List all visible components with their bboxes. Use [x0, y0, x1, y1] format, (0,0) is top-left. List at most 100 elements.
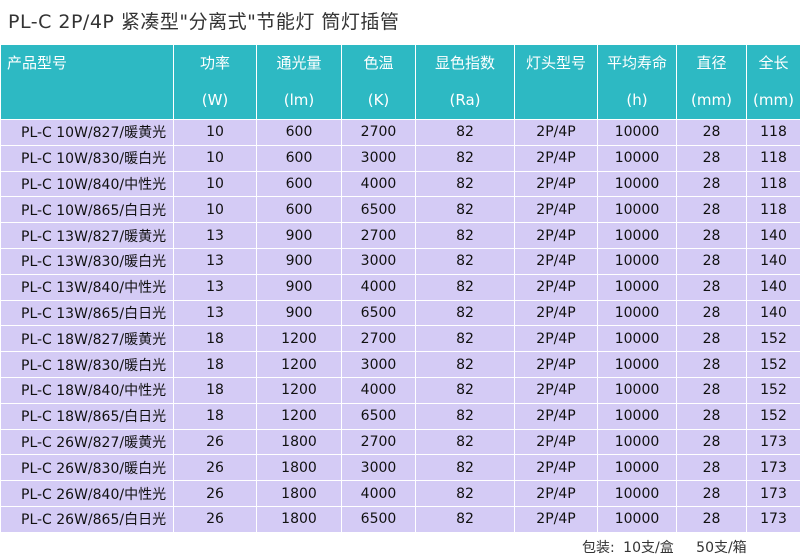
table-cell: PL-C 26W/830/暖白光: [0, 454, 174, 482]
table-cell: 152: [746, 402, 800, 430]
table-cell: 82: [415, 247, 515, 275]
column-header-label: 产品型号: [7, 54, 68, 72]
column-header-unit: (lm): [283, 91, 315, 109]
table-cell: 28: [676, 325, 747, 353]
table-cell: 3000: [341, 351, 416, 378]
table-cell: PL-C 18W/840/中性光: [0, 376, 174, 404]
table-cell: 10000: [597, 299, 677, 327]
table-cell: 82: [415, 196, 515, 224]
column-header-unit: [7, 82, 173, 119]
table-cell: 10: [173, 144, 257, 172]
table-cell: 173: [746, 428, 800, 456]
table-cell: 82: [415, 351, 515, 378]
table-cell: 6500: [341, 196, 416, 224]
table-cell: PL-C 13W/827/暖黄光: [0, 222, 174, 249]
table-cell: 82: [415, 402, 515, 430]
table-cell: 28: [676, 299, 747, 327]
column-header-unit: (mm): [753, 91, 794, 109]
table-cell: 10000: [597, 119, 677, 146]
table-cell: 900: [256, 273, 342, 301]
table-cell: 4000: [341, 273, 416, 301]
table-cell: 82: [415, 325, 515, 353]
table-row: PL-C 13W/830/暖白光 13 900 3000 82 2P/4P 10000 28 1…: [0, 247, 800, 275]
table-cell: 10000: [597, 170, 677, 198]
column-header: 功率 (W): [173, 44, 257, 120]
table-cell: 82: [415, 119, 515, 146]
table-cell: 1200: [256, 351, 342, 378]
table-cell: 6500: [341, 299, 416, 327]
table-cell: PL-C 10W/827/暖黄光: [0, 119, 174, 146]
table-row: PL-C 26W/830/暖白光 26 1800 3000 82 2P/4P 10000 28…: [0, 454, 800, 482]
table-row: PL-C 13W/865/白日光 13 900 6500 82 2P/4P 10000 28 1…: [0, 299, 800, 327]
column-header: 色温 (K): [341, 44, 416, 120]
table-cell: 140: [746, 247, 800, 275]
table-cell: 4000: [341, 376, 416, 404]
table-cell: PL-C 26W/840/中性光: [0, 480, 174, 507]
table-cell: 28: [676, 196, 747, 224]
table-cell: 10000: [597, 144, 677, 172]
table-cell: 2P/4P: [514, 505, 598, 533]
column-header: 显色指数 (Ra): [415, 44, 515, 120]
table-cell: 4000: [341, 480, 416, 507]
table-cell: 173: [746, 480, 800, 507]
table-cell: 82: [415, 428, 515, 456]
table-cell: 82: [415, 376, 515, 404]
table-cell: PL-C 26W/865/白日光: [0, 505, 174, 533]
table-header-row: 产品型号 功率 (W) 通光量 (lm) 色温 (K) 显色指数 (Ra) 灯头型号 平均寿命 (h)…: [0, 44, 800, 120]
table-cell: 118: [746, 144, 800, 172]
table-row: PL-C 18W/865/白日光 18 1200 6500 82 2P/4P 10000 28…: [0, 402, 800, 430]
table-row: PL-C 18W/827/暖黄光 18 1200 2700 82 2P/4P 10000 28…: [0, 325, 800, 353]
column-header: 通光量 (lm): [256, 44, 342, 120]
table-cell: 26: [173, 480, 257, 507]
table-row: PL-C 13W/840/中性光 13 900 4000 82 2P/4P 10000 28 1…: [0, 273, 800, 301]
table-cell: 600: [256, 144, 342, 172]
table-cell: 28: [676, 480, 747, 507]
table-row: PL-C 10W/865/白日光 10 600 6500 82 2P/4P 10000 28 1…: [0, 196, 800, 224]
table-cell: PL-C 26W/827/暖黄光: [0, 428, 174, 456]
column-header-unit: (mm): [691, 91, 732, 109]
table-cell: 2P/4P: [514, 299, 598, 327]
table-cell: 18: [173, 351, 257, 378]
table-cell: 118: [746, 170, 800, 198]
table-cell: 10: [173, 196, 257, 224]
table-cell: 600: [256, 170, 342, 198]
table-cell: 600: [256, 119, 342, 146]
table-cell: 10000: [597, 222, 677, 249]
table-cell: 2P/4P: [514, 351, 598, 378]
table-cell: 2P/4P: [514, 144, 598, 172]
table-cell: 10000: [597, 196, 677, 224]
table-cell: 2P/4P: [514, 480, 598, 507]
table-cell: 10000: [597, 454, 677, 482]
spec-table: 产品型号 功率 (W) 通光量 (lm) 色温 (K) 显色指数 (Ra) 灯头型号 平均寿命 (h)…: [0, 44, 800, 533]
table-cell: 10000: [597, 376, 677, 404]
column-header: 灯头型号: [514, 44, 598, 120]
table-cell: 3000: [341, 144, 416, 172]
table-cell: 28: [676, 428, 747, 456]
table-cell: PL-C 13W/840/中性光: [0, 273, 174, 301]
packaging-label: 包装:: [582, 540, 615, 556]
table-cell: PL-C 10W/865/白日光: [0, 196, 174, 224]
table-cell: 2700: [341, 325, 416, 353]
table-cell: 28: [676, 454, 747, 482]
table-cell: 18: [173, 325, 257, 353]
table-cell: 2P/4P: [514, 376, 598, 404]
table-cell: 28: [676, 170, 747, 198]
table-cell: PL-C 10W/830/暖白光: [0, 144, 174, 172]
table-cell: 13: [173, 222, 257, 249]
table-cell: 2700: [341, 222, 416, 249]
table-cell: 10000: [597, 428, 677, 456]
table-cell: 10000: [597, 505, 677, 533]
table-cell: 152: [746, 376, 800, 404]
column-header: 产品型号: [0, 44, 174, 120]
table-cell: 10000: [597, 325, 677, 353]
table-cell: 82: [415, 454, 515, 482]
column-header-unit: (K): [367, 91, 390, 109]
table-cell: PL-C 18W/865/白日光: [0, 402, 174, 430]
table-cell: 3000: [341, 454, 416, 482]
table-cell: 152: [746, 325, 800, 353]
table-cell: 2700: [341, 428, 416, 456]
table-cell: 82: [415, 505, 515, 533]
table-cell: 10000: [597, 480, 677, 507]
table-body: PL-C 10W/827/暖黄光 10 600 2700 82 2P/4P 10000 28 1…: [0, 119, 800, 533]
table-cell: 26: [173, 505, 257, 533]
